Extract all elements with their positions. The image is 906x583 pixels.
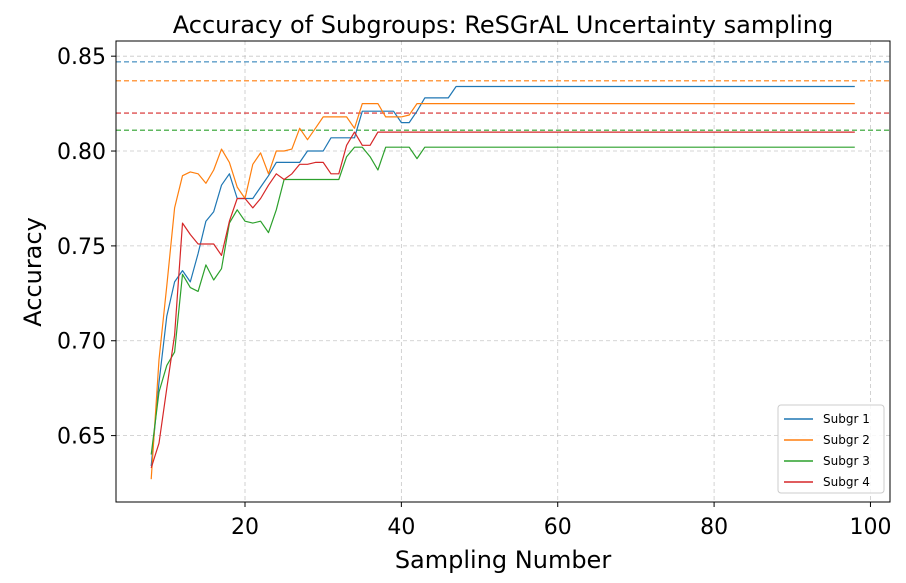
y-tick-label-3: 0.80 [57,140,106,165]
x-tick-label-4: 100 [849,515,891,540]
y-tick-label-2: 0.75 [57,235,106,260]
legend-label-4: Subgr 4 [823,475,870,489]
x-tick-label-2: 60 [544,515,572,540]
series-line-2 [150,102,855,480]
y-tick-label-4: 0.85 [57,45,106,70]
y-tick-label-1: 0.70 [57,330,106,355]
chart-title: Accuracy of Subgroups: ReSGrAL Uncertain… [173,11,834,39]
series-lines [150,85,855,480]
legend: Subgr 1 Subgr 2 Subgr 3 Subgr 4 [777,404,885,494]
x-tick-label-3: 80 [700,515,728,540]
y-axis-ticks: 0.65 0.70 0.75 0.80 0.85 [57,45,116,450]
y-tick-label-0: 0.65 [57,425,106,450]
x-axis-label: Sampling Number [395,546,612,574]
legend-label-2: Subgr 2 [823,433,870,447]
x-tick-label-1: 40 [387,515,415,540]
y-axis-label: Accuracy [19,217,47,327]
plot-frame [115,40,891,503]
grid-lines [116,41,890,502]
x-axis-ticks: 20 40 60 80 100 [231,502,891,540]
series-line-4 [150,131,855,469]
series-line-1 [150,85,855,467]
legend-label-3: Subgr 3 [823,454,870,468]
series-line-3 [150,146,855,455]
legend-box [777,404,885,494]
legend-label-1: Subgr 1 [823,412,870,426]
x-tick-label-0: 20 [231,515,259,540]
reference-lines [116,61,890,131]
